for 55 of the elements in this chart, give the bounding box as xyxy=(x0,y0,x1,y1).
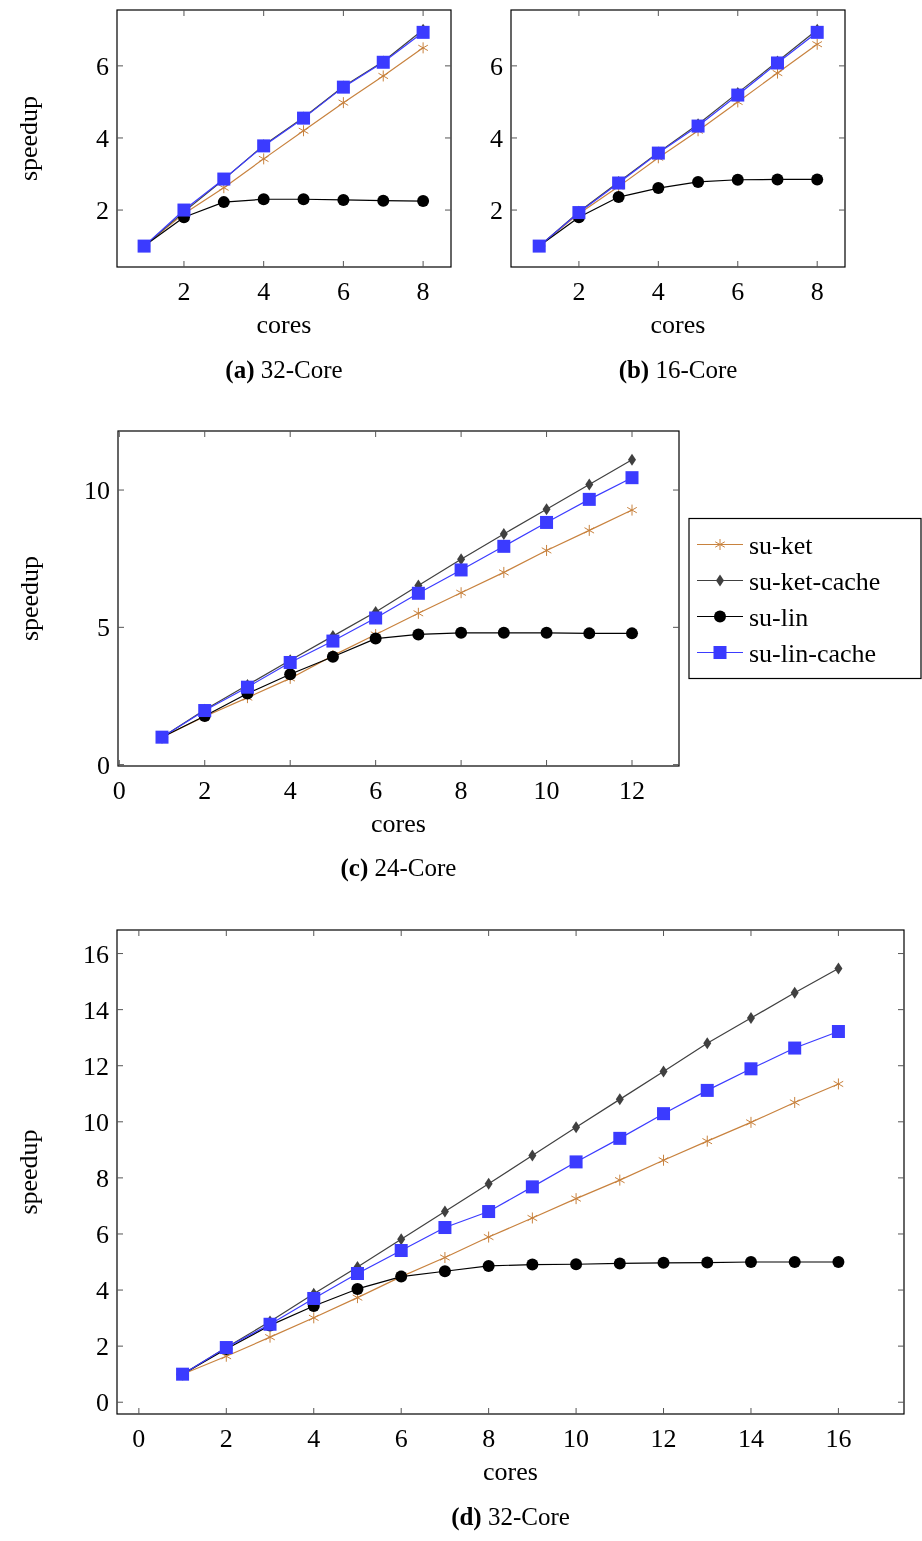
y-axis-title: speedup xyxy=(14,95,43,182)
y-tick-label: 6 xyxy=(96,51,109,81)
x-axis-title: cores xyxy=(650,310,706,339)
y-tick-label: 0 xyxy=(96,1388,109,1418)
x-tick-label: 6 xyxy=(369,776,383,805)
y-axis-title: speedup xyxy=(14,1129,43,1215)
x-tick-label: 8 xyxy=(416,277,430,306)
x-axis-title: cores xyxy=(483,1457,538,1486)
y-tick-label: 2 xyxy=(96,196,109,226)
y-tick-label: 2 xyxy=(490,196,503,226)
x-tick-label: 4 xyxy=(257,277,271,306)
x-tick-label: 6 xyxy=(731,277,745,306)
x-tick-label: 16 xyxy=(825,1424,852,1453)
y-tick-label: 4 xyxy=(96,1276,109,1306)
x-tick-label: 2 xyxy=(219,1424,233,1453)
legend-label: su-ket-cache xyxy=(749,566,881,596)
text: (d) 32-Core xyxy=(451,1503,570,1531)
y-tick-label: 6 xyxy=(96,1219,109,1249)
text: (c) 24-Core xyxy=(340,854,457,882)
x-tick-label: 2 xyxy=(572,277,586,306)
x-tick-label: 14 xyxy=(737,1424,764,1453)
x-axis-title: cores xyxy=(256,310,312,339)
x-tick-label: 10 xyxy=(563,1424,590,1453)
x-tick-label: 6 xyxy=(336,277,350,306)
x-tick-label: 6 xyxy=(394,1424,408,1453)
y-tick-label: 10 xyxy=(83,1107,109,1137)
x-tick-label: 2 xyxy=(198,776,212,805)
y-tick-label: 6 xyxy=(490,51,503,81)
x-tick-label: 12 xyxy=(619,776,645,805)
x-tick-label: 4 xyxy=(651,277,665,306)
x-tick-label: 8 xyxy=(454,776,468,805)
legend-label: su-lin xyxy=(749,602,809,632)
y-tick-label: 0 xyxy=(97,750,110,780)
x-tick-label: 8 xyxy=(810,277,824,306)
y-tick-label: 5 xyxy=(97,613,110,643)
y-tick-label: 10 xyxy=(84,476,110,506)
x-tick-label: 4 xyxy=(307,1424,321,1453)
x-tick-label: 4 xyxy=(283,776,297,805)
y-tick-label: 12 xyxy=(83,1051,109,1081)
legend-label: su-ket xyxy=(749,530,814,560)
x-axis-title: cores xyxy=(371,809,426,838)
y-tick-label: 8 xyxy=(96,1163,109,1193)
y-axis-title: speedup xyxy=(15,555,44,642)
y-tick-label: 4 xyxy=(490,123,503,153)
x-tick-label: 2 xyxy=(177,277,191,306)
y-tick-label: 14 xyxy=(83,995,109,1025)
x-tick-label: 12 xyxy=(650,1424,677,1453)
y-tick-label: 2 xyxy=(96,1332,109,1362)
legend-label: su-lin-cache xyxy=(749,638,877,668)
y-tick-label: 4 xyxy=(96,123,109,153)
x-tick-label: 10 xyxy=(533,776,560,805)
text: (b) 16-Core xyxy=(618,356,738,384)
y-tick-label: 16 xyxy=(83,939,109,969)
x-tick-label: 0 xyxy=(132,1424,146,1453)
text: (a) 32-Core xyxy=(225,356,343,384)
